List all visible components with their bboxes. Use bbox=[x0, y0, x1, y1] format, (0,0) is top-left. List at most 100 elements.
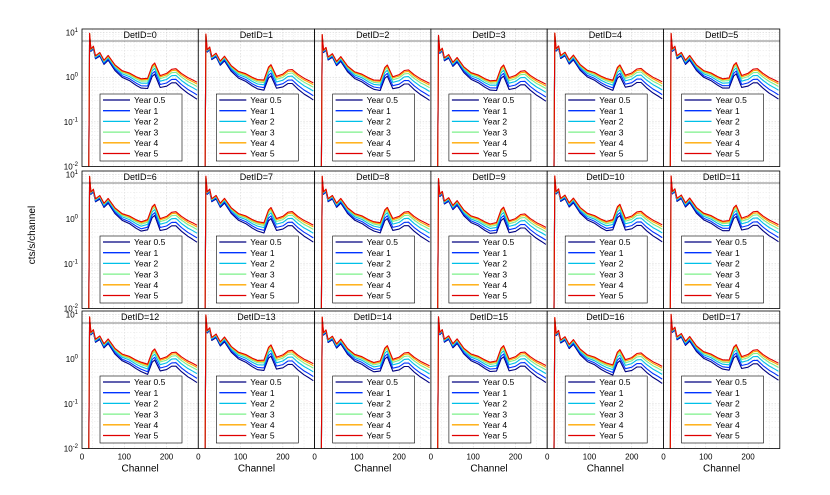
legend-label-2: Year 2 bbox=[716, 259, 741, 269]
legend-label-2: Year 2 bbox=[483, 259, 508, 269]
legend-label-5: Year 5 bbox=[250, 149, 275, 159]
series-line-5 bbox=[320, 175, 430, 309]
series-line-5 bbox=[204, 314, 314, 449]
legend-box bbox=[216, 93, 299, 162]
panel-title: DetID=12 bbox=[121, 312, 159, 322]
legend-label-4: Year 4 bbox=[716, 138, 741, 148]
legend-box bbox=[448, 235, 532, 304]
legend-label-2: Year 2 bbox=[483, 399, 508, 409]
legend-label-3: Year 3 bbox=[716, 269, 741, 279]
legend-label-5: Year 5 bbox=[134, 149, 159, 159]
legend-label-2: Year 2 bbox=[716, 399, 741, 409]
y-tick-base: 10 bbox=[66, 355, 75, 364]
legend-label-3: Year 3 bbox=[134, 409, 159, 419]
legend-label-5: Year 5 bbox=[599, 291, 624, 301]
legend-label-2: Year 2 bbox=[599, 117, 624, 127]
legend-box bbox=[681, 375, 764, 444]
panel-title: DetID=8 bbox=[356, 172, 389, 182]
series-line-5 bbox=[553, 175, 663, 309]
y-tick-base: 10 bbox=[64, 400, 73, 409]
legend-label-2: Year 2 bbox=[250, 117, 275, 127]
legend-label-4: Year 4 bbox=[250, 420, 275, 430]
legend-box bbox=[216, 235, 299, 304]
legend-label-2: Year 2 bbox=[599, 399, 624, 409]
panel-title: DetID=14 bbox=[354, 312, 392, 322]
x-tick-label: 0 bbox=[312, 453, 317, 462]
y-tick-label: 10-2 bbox=[64, 304, 79, 314]
series-line-5 bbox=[320, 316, 430, 449]
legend-label-1: Year 1 bbox=[367, 388, 392, 398]
x-tick-label: 100 bbox=[699, 453, 713, 462]
y-tick-label: 10-1 bbox=[64, 399, 79, 409]
y-tick-label: 10-2 bbox=[64, 162, 79, 172]
axes-frame bbox=[663, 28, 781, 167]
legend-label-3: Year 3 bbox=[599, 127, 624, 137]
legend-label-5: Year 5 bbox=[483, 431, 508, 441]
legend-label-0: Year 0.5 bbox=[716, 95, 748, 105]
y-tick-exponent: 0 bbox=[75, 355, 79, 361]
legend-label-4: Year 4 bbox=[599, 138, 624, 148]
x-tick-label: 100 bbox=[350, 453, 364, 462]
series-line-5 bbox=[204, 175, 314, 309]
series-line-5 bbox=[437, 177, 547, 309]
y-tick-exponent: -2 bbox=[73, 444, 79, 450]
legend-label-5: Year 5 bbox=[716, 291, 741, 301]
legend-label-1: Year 1 bbox=[716, 388, 741, 398]
legend-label-2: Year 2 bbox=[134, 117, 159, 127]
x-tick-label: 200 bbox=[625, 453, 639, 462]
x-tick-label: 100 bbox=[467, 453, 481, 462]
series-line-5 bbox=[320, 33, 430, 167]
legend-label-5: Year 5 bbox=[483, 291, 508, 301]
legend-box bbox=[216, 375, 299, 444]
series-line-5 bbox=[204, 33, 314, 167]
legend-label-1: Year 1 bbox=[134, 248, 159, 258]
legend-label-4: Year 4 bbox=[134, 138, 159, 148]
y-tick-exponent: -2 bbox=[73, 162, 79, 168]
x-tick-label: 0 bbox=[196, 453, 201, 462]
series-line-5 bbox=[669, 175, 779, 309]
legend-label-3: Year 3 bbox=[716, 127, 741, 137]
panel-title: DetID=17 bbox=[703, 312, 741, 322]
legend-label-4: Year 4 bbox=[134, 280, 159, 290]
legend-label-1: Year 1 bbox=[716, 106, 741, 116]
x-tick-label: 100 bbox=[118, 453, 132, 462]
legend-label-0: Year 0.5 bbox=[483, 377, 515, 387]
legend-label-0: Year 0.5 bbox=[134, 237, 166, 247]
legend-box bbox=[681, 235, 764, 304]
panel-title: DetID=2 bbox=[356, 30, 389, 40]
legend-box bbox=[564, 235, 648, 304]
y-tick-label: 100 bbox=[66, 215, 79, 225]
y-tick-base: 10 bbox=[64, 305, 73, 314]
panel-title: DetID=9 bbox=[472, 172, 505, 182]
legend-label-5: Year 5 bbox=[716, 431, 741, 441]
legend-label-3: Year 3 bbox=[367, 127, 392, 137]
x-tick-label: 100 bbox=[234, 453, 248, 462]
y-tick-exponent: 1 bbox=[75, 170, 79, 176]
legend-label-4: Year 4 bbox=[716, 280, 741, 290]
legend-label-4: Year 4 bbox=[367, 138, 392, 148]
legend-label-2: Year 2 bbox=[367, 117, 392, 127]
legend-label-3: Year 3 bbox=[483, 269, 508, 279]
panel-title: DetID=7 bbox=[240, 172, 273, 182]
legend-label-4: Year 4 bbox=[483, 138, 508, 148]
axes-frame bbox=[663, 170, 781, 309]
legend-label-1: Year 1 bbox=[599, 388, 624, 398]
x-tick-label: 0 bbox=[429, 453, 434, 462]
legend-label-4: Year 4 bbox=[250, 138, 275, 148]
legend-label-2: Year 2 bbox=[134, 259, 159, 269]
legend-box bbox=[448, 93, 532, 162]
legend-label-3: Year 3 bbox=[134, 269, 159, 279]
y-tick-base: 10 bbox=[66, 171, 75, 180]
series-line-5 bbox=[437, 34, 547, 167]
